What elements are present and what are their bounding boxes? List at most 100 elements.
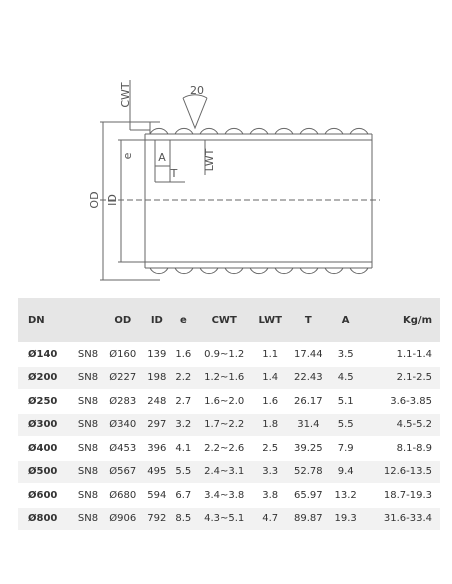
- label-id: ID: [106, 194, 119, 206]
- table-cell: 3.4~3.8: [195, 483, 253, 507]
- table-cell: 297: [142, 412, 172, 437]
- table-cell: 1.6: [252, 389, 288, 413]
- table-cell: 39.25: [287, 436, 330, 460]
- header-cell: A: [329, 298, 363, 343]
- table-cell: Ø453: [103, 436, 143, 460]
- table-cell: 5.5: [329, 412, 363, 437]
- table-cell: 12.6-13.5: [362, 459, 440, 484]
- table-cell: 4.7: [252, 506, 288, 530]
- header-cell: CWT: [195, 298, 253, 343]
- table-cell: 22.43: [287, 365, 330, 390]
- label-e: e: [121, 152, 134, 159]
- spec-table: DN OD ID e CWT LWT T A Kg/m Ø140 SN8 Ø160 139 1.6 0.9…: [18, 298, 440, 530]
- table-cell: 4.3~5.1: [195, 506, 253, 530]
- label-od: OD: [88, 191, 101, 208]
- table-row: Ø600 SN8 Ø680 594 6.7 3.4~3.8 3.8 65.97 13.2 18.7…: [18, 483, 440, 507]
- table-cell: 2.7: [171, 389, 196, 413]
- table-cell: SN8: [72, 365, 104, 390]
- table-row: Ø500 SN8 Ø567 495 5.5 2.4~3.1 3.3 52.78 9.4 12.6-…: [18, 459, 440, 484]
- table-cell: 792: [142, 506, 172, 530]
- table-cell: 5.1: [329, 389, 363, 413]
- pipe-diagram: CWT 20 e A T LWT OD ID: [88, 80, 380, 281]
- table-row: Ø250 SN8 Ø283 248 2.7 1.6~2.0 1.6 26.17 5.1 3.6-3…: [18, 389, 440, 413]
- table-row: Ø400 SN8 Ø453 396 4.1 2.2~2.6 2.5 39.25 7.9 8.1-8…: [18, 436, 440, 460]
- table-cell: Ø140: [18, 342, 73, 366]
- table-cell: SN8: [72, 436, 104, 460]
- label-cwt: CWT: [119, 82, 132, 108]
- table-cell: 594: [142, 483, 172, 507]
- table-cell: 4.1: [171, 436, 196, 460]
- table-cell: Ø500: [18, 459, 73, 484]
- header-row: DN OD ID e CWT LWT T A Kg/m: [18, 298, 440, 343]
- table-cell: 18.7-19.3: [362, 483, 440, 507]
- table-row: Ø300 SN8 Ø340 297 3.2 1.7~2.2 1.8 31.4 5.5 4.5-5.…: [18, 412, 440, 437]
- table-cell: 6.7: [171, 483, 196, 507]
- table-cell: 13.2: [329, 483, 363, 507]
- table-cell: 1.1: [252, 342, 288, 366]
- table-cell: 19.3: [329, 506, 363, 530]
- table-row: Ø800 SN8 Ø906 792 8.5 4.3~5.1 4.7 89.87 19.3 31.6…: [18, 506, 440, 530]
- header-cell: OD: [103, 298, 143, 343]
- table-cell: Ø300: [18, 412, 73, 437]
- table-cell: Ø906: [103, 506, 143, 530]
- table-cell: SN8: [72, 389, 104, 413]
- table-cell: Ø160: [103, 342, 143, 366]
- table-cell: Ø227: [103, 365, 143, 390]
- table-cell: Ø340: [103, 412, 143, 437]
- table-cell: 4.5-5.2: [362, 412, 440, 437]
- table-cell: SN8: [72, 506, 104, 530]
- table-cell: 65.97: [287, 483, 330, 507]
- table-cell: 4.5: [329, 365, 363, 390]
- table-cell: Ø200: [18, 365, 73, 390]
- label-t: T: [170, 167, 178, 180]
- label-lwt: LWT: [203, 148, 216, 171]
- label-a: A: [158, 151, 166, 164]
- pipe-drawing: [100, 80, 380, 281]
- header-cell: T: [287, 298, 330, 343]
- table-cell: 1.2~1.6: [195, 365, 253, 390]
- header-cell: DN: [18, 298, 73, 343]
- header-cell: LWT: [252, 298, 288, 343]
- table-cell: 3.5: [329, 342, 363, 366]
- table-cell: 139: [142, 342, 172, 366]
- table-row: Ø200 SN8 Ø227 198 2.2 1.2~1.6 1.4 22.43 4.5 2.1-2…: [18, 365, 440, 390]
- table-cell: 2.4~3.1: [195, 459, 253, 484]
- table-cell: 2.2: [171, 365, 196, 390]
- table-cell: Ø800: [18, 506, 73, 530]
- table-cell: 248: [142, 389, 172, 413]
- table-cell: 1.8: [252, 412, 288, 437]
- table-cell: 8.5: [171, 506, 196, 530]
- table-cell: 52.78: [287, 459, 330, 484]
- table-cell: Ø567: [103, 459, 143, 484]
- table-cell: SN8: [72, 483, 104, 507]
- table-cell: SN8: [72, 412, 104, 437]
- table-cell: SN8: [72, 342, 104, 366]
- table-cell: 396: [142, 436, 172, 460]
- table-row: Ø140 SN8 Ø160 139 1.6 0.9~1.2 1.1 17.44 3.5 1.1-1…: [18, 342, 440, 366]
- table-cell: Ø250: [18, 389, 73, 413]
- table-cell: SN8: [72, 459, 104, 484]
- table-cell: 31.6-33.4: [362, 506, 440, 530]
- table-cell: Ø680: [103, 483, 143, 507]
- table-cell: 7.9: [329, 436, 363, 460]
- table-cell: Ø400: [18, 436, 73, 460]
- table-cell: 198: [142, 365, 172, 390]
- table-cell: 495: [142, 459, 172, 484]
- table-cell: 1.7~2.2: [195, 412, 253, 437]
- table-cell: 3.6-3.85: [362, 389, 440, 413]
- table-cell: 89.87: [287, 506, 330, 530]
- table-cell: 31.4: [287, 412, 330, 437]
- table-cell: 1.6: [171, 342, 196, 366]
- table-cell: 3.2: [171, 412, 196, 437]
- table-cell: 17.44: [287, 342, 330, 366]
- table-cell: Ø283: [103, 389, 143, 413]
- table-cell: 3.8: [252, 483, 288, 507]
- header-cell: e: [171, 298, 196, 343]
- table-cell: 0.9~1.2: [195, 342, 253, 366]
- header-cell: ID: [142, 298, 172, 343]
- table-cell: 26.17: [287, 389, 330, 413]
- table-cell: 1.6~2.0: [195, 389, 253, 413]
- table-cell: 9.4: [329, 459, 363, 484]
- header-cell: Kg/m: [362, 298, 440, 343]
